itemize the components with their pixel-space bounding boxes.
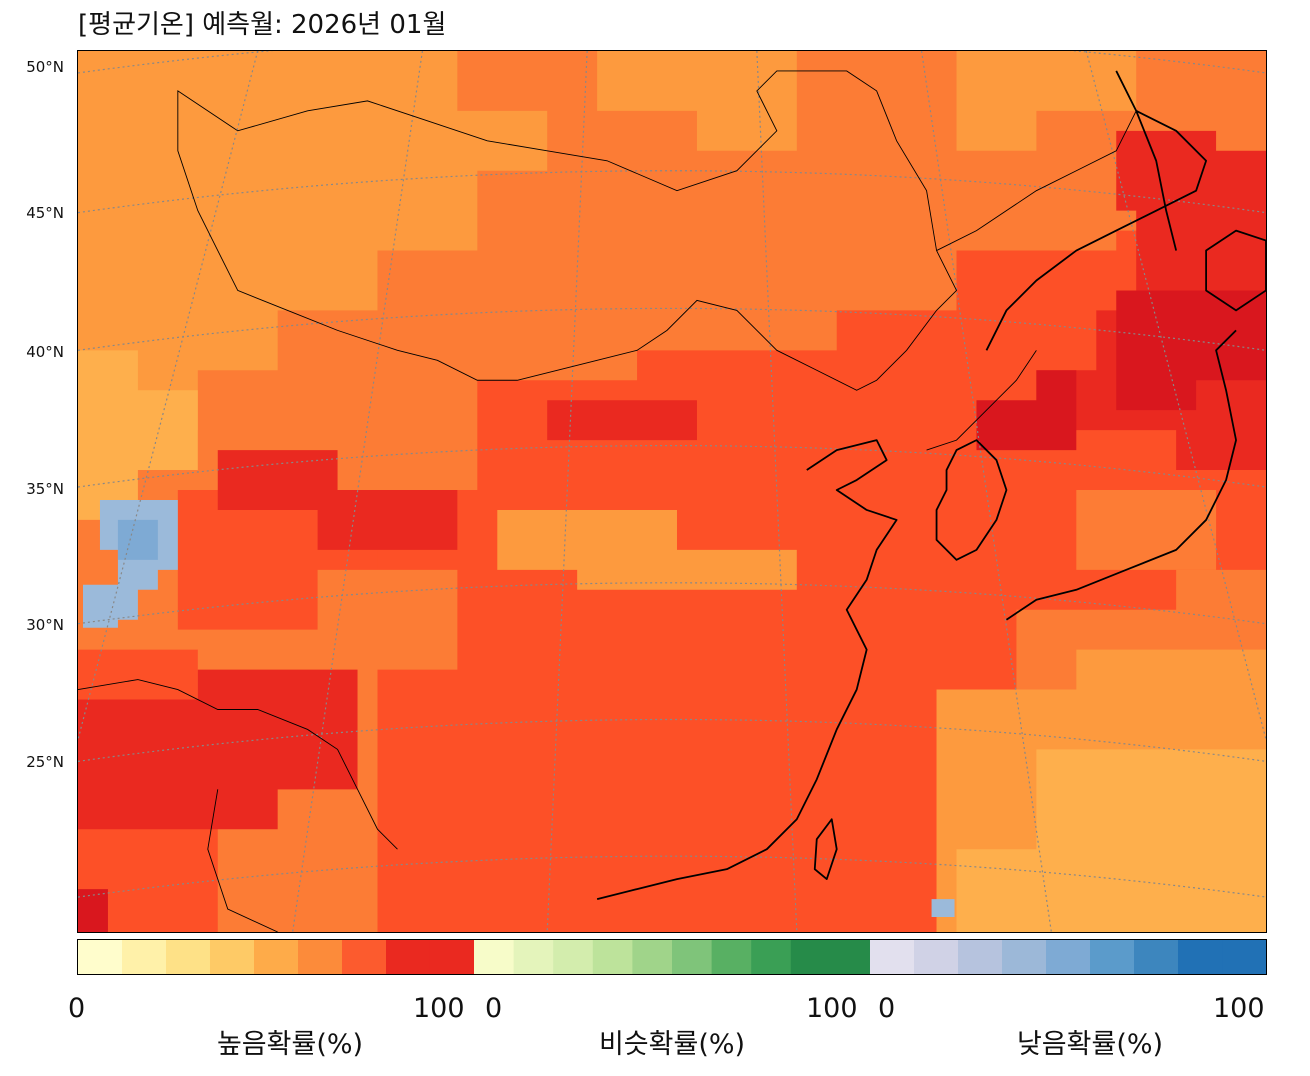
lat-label-35: 35°N bbox=[26, 480, 64, 498]
probability-fields bbox=[78, 51, 1266, 932]
colorbar bbox=[77, 939, 1267, 975]
parallel-50 bbox=[78, 51, 1266, 74]
coast-japan-honshu bbox=[1005, 329, 1237, 621]
colorbar-3-swatch-3 bbox=[957, 940, 1003, 974]
parallel-35 bbox=[78, 445, 1266, 488]
colorbar-1-swatch-4 bbox=[209, 940, 255, 974]
coastlines bbox=[596, 70, 1266, 900]
parallel-45 bbox=[78, 170, 1266, 214]
meridian-4 bbox=[920, 51, 1052, 932]
border-indochina bbox=[207, 789, 278, 932]
colorbar-1-swatch-1 bbox=[78, 940, 123, 974]
coast-russia-east bbox=[985, 70, 1207, 351]
colorbar-3-swatch-5 bbox=[1046, 940, 1091, 974]
meridian-6 bbox=[78, 51, 259, 740]
field-high-southwest bbox=[78, 669, 358, 830]
colorbar-2-min-label: 0 bbox=[485, 993, 503, 1024]
colorbar-2-swatch-10 bbox=[830, 940, 871, 974]
colorbar-2-max-label: 100 bbox=[806, 993, 858, 1024]
field-high-west-central bbox=[217, 450, 458, 550]
colorbar-1-swatch-8 bbox=[386, 940, 431, 974]
field-very-high-southwest bbox=[78, 889, 108, 932]
colorbar-2-swatch-8 bbox=[751, 940, 792, 974]
lat-label-40: 40°N bbox=[26, 343, 64, 361]
field-mid-low-northeast bbox=[956, 51, 1137, 151]
coast-korea bbox=[935, 439, 1008, 561]
meridian-2 bbox=[546, 51, 588, 932]
parallel-40 bbox=[78, 307, 1266, 351]
border-korea bbox=[926, 350, 1037, 451]
colorbar-3-swatch-4 bbox=[1002, 940, 1047, 974]
colorbar-1-swatch-2 bbox=[121, 940, 167, 974]
coast-china bbox=[596, 439, 898, 900]
border-south-asia bbox=[78, 679, 398, 850]
colorbar-3-swatch-1 bbox=[869, 940, 915, 974]
field-mid-east-coast bbox=[1076, 490, 1217, 570]
lat-label-30: 30°N bbox=[26, 616, 64, 634]
colorbar-3-title: 낮음확률(%) bbox=[1016, 1029, 1164, 1060]
colorbar-3-max-label: 100 bbox=[1213, 993, 1265, 1024]
colorbar-swatches bbox=[78, 940, 1266, 974]
probability-map bbox=[77, 50, 1267, 933]
coast-taiwan bbox=[813, 818, 838, 881]
colorbar-1-swatch-7 bbox=[341, 940, 387, 974]
map-canvas bbox=[78, 51, 1266, 932]
map-title: [평균기온] 예측월: 2026년 01월 bbox=[78, 10, 447, 40]
colorbar-3-swatch-9 bbox=[1222, 940, 1266, 974]
parallel-30 bbox=[78, 582, 1266, 625]
field-below-normal-patch-2 bbox=[117, 519, 158, 560]
field-below-normal-patch-4 bbox=[931, 899, 955, 918]
colorbar-3-swatch-8 bbox=[1177, 940, 1223, 974]
colorbar-2-swatch-2 bbox=[513, 940, 554, 974]
meridian-5 bbox=[1085, 51, 1266, 740]
colorbar-2-swatch-4 bbox=[592, 940, 634, 974]
colorbar-3-swatch-6 bbox=[1089, 940, 1135, 974]
colorbar-3-min-label: 0 bbox=[878, 993, 896, 1024]
field-low-west bbox=[78, 350, 198, 520]
parallel-25 bbox=[78, 718, 1266, 762]
colorbar-2-title: 비슷확률(%) bbox=[598, 1029, 746, 1060]
colorbar-1-min-label: 0 bbox=[68, 993, 86, 1024]
colorbar-2-swatch-3 bbox=[553, 940, 594, 974]
colorbar-3-swatch-2 bbox=[914, 940, 959, 974]
colorbar-3-swatch-7 bbox=[1134, 940, 1179, 974]
meridian-1 bbox=[292, 51, 424, 932]
field-below-normal-patch-3 bbox=[82, 584, 138, 628]
field-low-southeast bbox=[956, 749, 1266, 932]
lat-label-45: 45°N bbox=[26, 204, 64, 222]
borders bbox=[78, 70, 1137, 932]
border-mongolia bbox=[177, 70, 958, 391]
field-mid-stripe bbox=[497, 509, 797, 590]
colorbar-2-swatch-5 bbox=[632, 940, 673, 974]
lat-label-25: 25°N bbox=[26, 753, 64, 771]
field-high-central-bar bbox=[547, 400, 697, 441]
graticule bbox=[78, 51, 1266, 932]
lat-label-50: 50°N bbox=[26, 58, 64, 76]
colorbar-2-swatch-7 bbox=[711, 940, 752, 974]
meridian-3 bbox=[756, 51, 798, 932]
colorbar-1-swatch-6 bbox=[297, 940, 343, 974]
field-very-high-korea bbox=[976, 370, 1077, 451]
colorbar-2-swatch-1 bbox=[474, 940, 515, 974]
field-mid-low-north bbox=[597, 51, 797, 151]
colorbar-1-title: 높음확률(%) bbox=[216, 1029, 364, 1060]
colorbar-2-swatch-9 bbox=[790, 940, 832, 974]
colorbar-1-max-label: 100 bbox=[413, 993, 465, 1024]
colorbar-2-swatch-6 bbox=[672, 940, 713, 974]
coast-japan-hokkaido bbox=[1205, 229, 1266, 312]
colorbar-1-swatch-5 bbox=[254, 940, 299, 974]
colorbar-1-swatch-3 bbox=[166, 940, 211, 974]
parallel-20 bbox=[78, 855, 1266, 898]
colorbar-1-swatch-9 bbox=[429, 940, 475, 974]
field-mid-low-northwest bbox=[78, 51, 548, 431]
coast-sakhalin bbox=[1135, 110, 1178, 251]
